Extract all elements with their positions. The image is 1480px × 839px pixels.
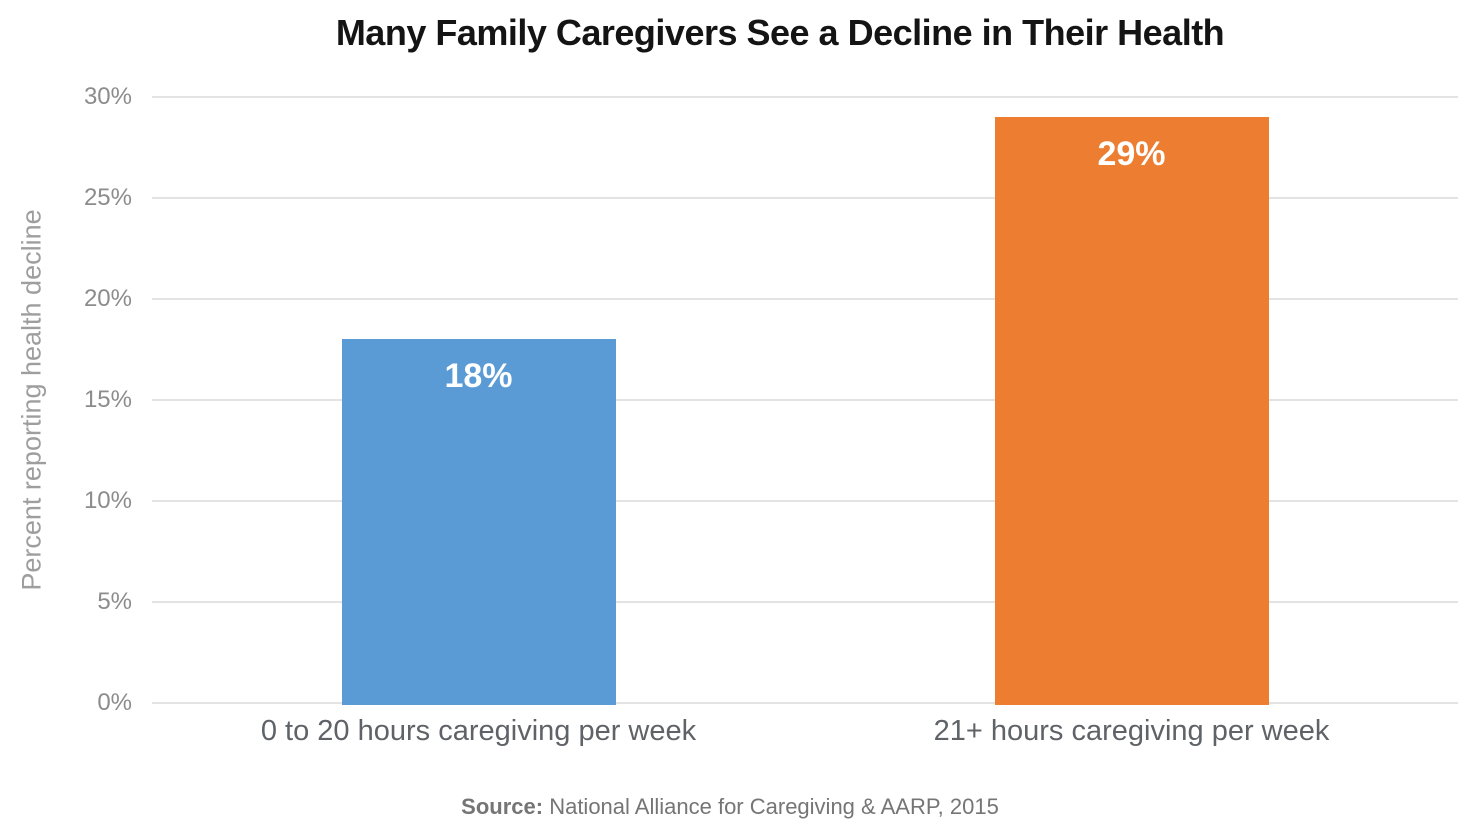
y-tick-label: 30%: [83, 83, 132, 110]
bar: 29%: [994, 117, 1269, 705]
y-tick-label: 0%: [97, 689, 132, 716]
x-category-label: 21+ hours caregiving per week: [933, 715, 1330, 747]
y-axis-ticks: 0% 5% 10% 15% 20% 25% 30%: [0, 83, 132, 716]
gridline: [152, 500, 1458, 503]
gridline: [152, 96, 1458, 98]
bar-value-label: 18%: [444, 357, 513, 396]
source-label: Source:: [461, 794, 544, 819]
bar: 18%: [341, 339, 616, 705]
source-line: Source: National Alliance for Caregiving…: [0, 794, 1460, 820]
gridline: [152, 399, 1458, 401]
x-axis-labels: 0 to 20 hours caregiving per week 21+ hou…: [152, 715, 1458, 765]
bar-value-label: 29%: [1097, 135, 1166, 174]
y-tick-label: 25%: [83, 184, 132, 211]
gridline: [152, 197, 1458, 199]
y-tick-label: 5%: [97, 588, 132, 615]
y-tick-label: 10%: [83, 487, 132, 514]
plot-area: 18% 29%: [152, 96, 1458, 705]
source-text: National Alliance for Caregiving & AARP,…: [543, 794, 999, 819]
x-category-label: 0 to 20 hours caregiving per week: [260, 715, 697, 747]
gridline: [152, 702, 1458, 704]
gridline: [152, 601, 1458, 604]
y-tick-label: 20%: [83, 285, 132, 312]
gridline: [152, 298, 1458, 301]
chart-title: Many Family Caregivers See a Decline in …: [335, 12, 1225, 53]
y-tick-label: 15%: [83, 386, 132, 413]
